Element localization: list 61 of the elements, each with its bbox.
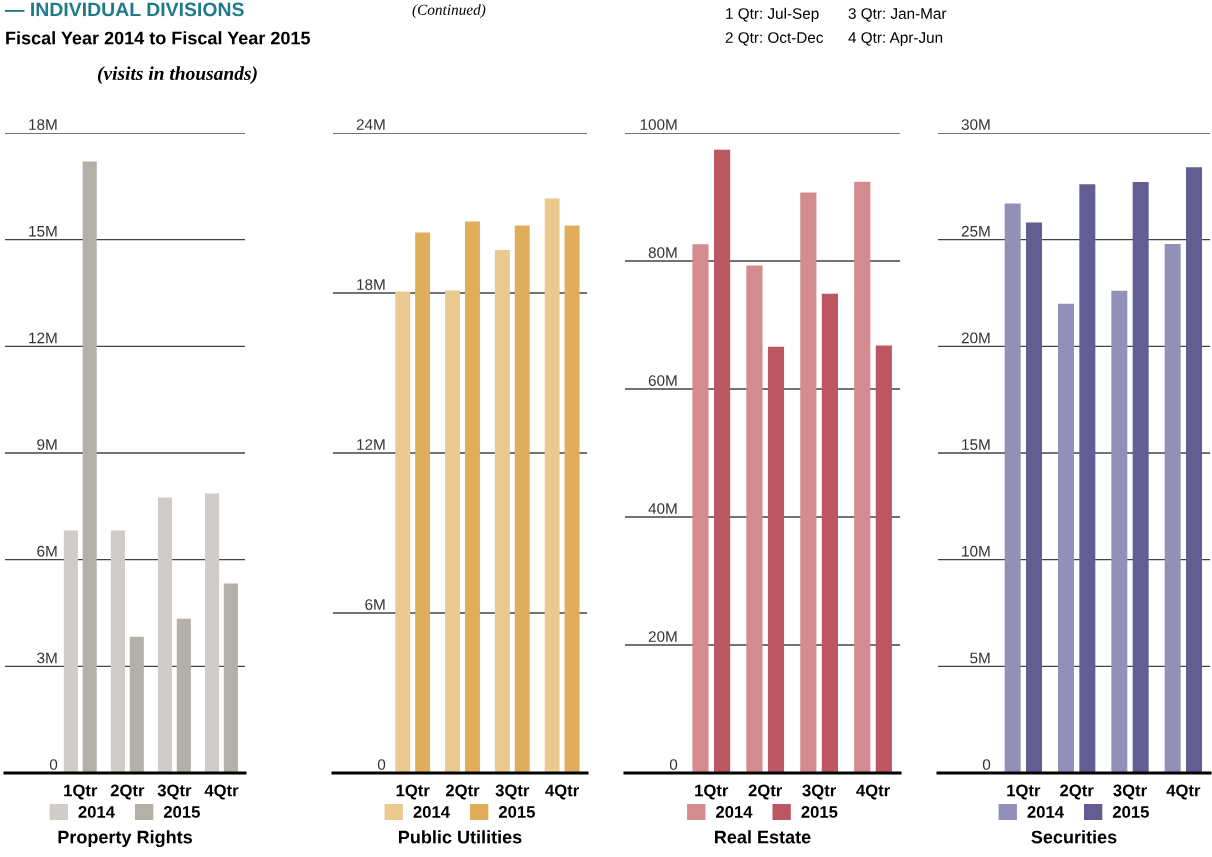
- y-tick-label: 25M: [961, 225, 990, 237]
- legend-label: 2014: [1027, 806, 1064, 818]
- y-tick-label: 20M: [648, 631, 677, 642]
- legend-label: 2014: [413, 806, 450, 818]
- y-tick-label: 12M: [29, 332, 57, 344]
- y-tick-label: 0: [49, 759, 58, 770]
- y-tick-label: 18M: [357, 279, 385, 290]
- y-tick-label: 0: [377, 759, 386, 770]
- x-tick-label: 1Qtr: [64, 784, 98, 800]
- x-tick-label: 2Qtr: [110, 784, 145, 800]
- chart-subtitle: Fiscal Year 2014 to Fiscal Year 2015: [6, 31, 311, 45]
- y-tick-label: 80M: [648, 247, 677, 258]
- y-tick-label: 6M: [37, 545, 57, 557]
- x-tick-label: 1Qtr: [695, 784, 729, 800]
- x-tick-label: 1Qtr: [396, 784, 430, 800]
- x-tick-label: 4Qtr: [545, 784, 579, 800]
- y-tick-label: 5M: [970, 652, 990, 664]
- y-tick-label: 3M: [37, 652, 57, 664]
- y-tick-label: 40M: [648, 503, 677, 514]
- legend-label: 2015: [498, 806, 535, 818]
- x-tick-label: 4Qtr: [856, 784, 890, 800]
- text: (visits in thousands): [97, 66, 257, 84]
- x-tick-label: 2Qtr: [748, 784, 783, 800]
- y-tick-label: 20M: [961, 332, 990, 344]
- text: 2 Qtr: Oct-Dec: [725, 32, 824, 46]
- y-tick-label: 10M: [962, 545, 990, 557]
- y-tick-label: 0: [982, 759, 991, 770]
- y-tick-label: 15M: [962, 439, 990, 450]
- y-tick-label: 30M: [961, 119, 990, 130]
- x-tick-label: 2Qtr: [1060, 784, 1094, 800]
- chart-title: — INDIVIDUAL DIVISIONS: [5, 2, 244, 17]
- x-tick-label: 3Qtr: [495, 784, 530, 800]
- text: 4 Qtr: Apr-Jun: [848, 32, 943, 46]
- x-tick-label: 3Qtr: [1113, 784, 1147, 800]
- y-tick-label: 15M: [29, 225, 57, 237]
- x-axis-title: Securities: [1031, 830, 1117, 844]
- y-tick-label: 60M: [648, 375, 677, 386]
- y-tick-label: 12M: [357, 439, 385, 450]
- x-axis-title: Real Estate: [715, 830, 811, 844]
- legend-label: 2015: [801, 806, 838, 818]
- y-tick-label: 6M: [365, 599, 385, 610]
- legend-label: 2015: [163, 806, 200, 818]
- x-tick-label: 3Qtr: [157, 784, 192, 800]
- x-tick-label: 2Qtr: [445, 784, 480, 800]
- text: 3 Qtr: Jan-Mar: [848, 8, 947, 22]
- legend-label: 2014: [78, 806, 115, 818]
- y-tick-label: 24M: [356, 119, 385, 130]
- x-tick-label: 4Qtr: [204, 784, 239, 800]
- x-tick-label: 4Qtr: [1166, 784, 1201, 800]
- y-tick-label: 18M: [29, 119, 57, 130]
- y-tick-label: 9M: [37, 439, 57, 450]
- text: (Continued): [412, 4, 486, 18]
- text: 1 Qtr: Jul-Sep: [726, 7, 819, 22]
- x-axis-title: Public Utilities: [399, 830, 522, 844]
- x-axis-title: Property Rights: [58, 830, 192, 848]
- x-tick-label: 1Qtr: [1007, 784, 1041, 800]
- y-tick-label: 0: [669, 759, 678, 770]
- x-tick-label: 3Qtr: [802, 784, 836, 800]
- legend-label: 2014: [716, 806, 753, 818]
- y-tick-label: 100M: [640, 119, 677, 130]
- legend-label: 2015: [1112, 806, 1149, 818]
